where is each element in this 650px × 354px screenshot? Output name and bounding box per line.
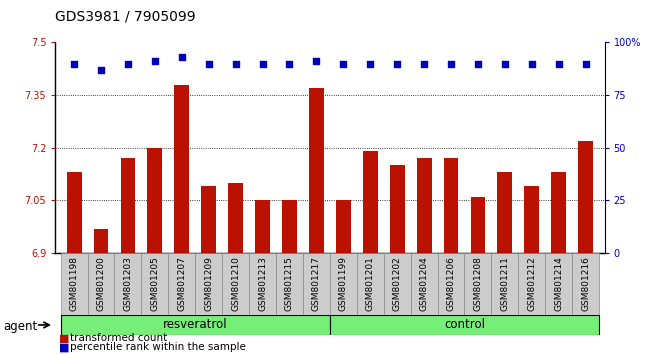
Text: GSM801217: GSM801217 — [312, 256, 321, 311]
FancyBboxPatch shape — [357, 253, 384, 319]
Text: GSM801198: GSM801198 — [70, 256, 79, 312]
Bar — [120, 158, 135, 253]
Bar — [255, 200, 270, 253]
Point — [365, 61, 376, 67]
Text: GSM801216: GSM801216 — [581, 256, 590, 311]
Text: ■: ■ — [58, 333, 69, 343]
Text: GSM801204: GSM801204 — [420, 256, 428, 311]
FancyBboxPatch shape — [384, 253, 411, 319]
Point — [419, 61, 429, 67]
Bar — [67, 172, 81, 253]
Text: GSM801215: GSM801215 — [285, 256, 294, 311]
Point — [123, 61, 133, 67]
Bar — [390, 165, 404, 253]
FancyBboxPatch shape — [491, 253, 518, 319]
Point — [392, 61, 402, 67]
Bar — [94, 229, 109, 253]
Point — [231, 61, 241, 67]
FancyBboxPatch shape — [195, 253, 222, 319]
Text: GSM801212: GSM801212 — [527, 256, 536, 311]
Bar — [202, 187, 216, 253]
FancyBboxPatch shape — [518, 253, 545, 319]
Text: GSM801213: GSM801213 — [258, 256, 267, 311]
FancyBboxPatch shape — [545, 253, 572, 319]
Bar — [578, 141, 593, 253]
Text: GSM801205: GSM801205 — [150, 256, 159, 311]
FancyBboxPatch shape — [572, 253, 599, 319]
Bar — [336, 200, 351, 253]
Point — [500, 61, 510, 67]
Text: ■: ■ — [58, 342, 69, 352]
Point — [284, 61, 294, 67]
Bar — [417, 158, 432, 253]
Text: GSM801201: GSM801201 — [366, 256, 375, 311]
Bar — [497, 172, 512, 253]
Point — [446, 61, 456, 67]
FancyBboxPatch shape — [249, 253, 276, 319]
Bar — [148, 148, 162, 253]
Text: control: control — [444, 318, 485, 331]
Point — [554, 61, 564, 67]
FancyBboxPatch shape — [276, 253, 303, 319]
FancyBboxPatch shape — [411, 253, 437, 319]
Bar — [309, 88, 324, 253]
Text: transformed count: transformed count — [70, 333, 168, 343]
Bar — [444, 158, 458, 253]
Point — [69, 61, 79, 67]
FancyBboxPatch shape — [465, 253, 491, 319]
Text: GDS3981 / 7905099: GDS3981 / 7905099 — [55, 9, 196, 23]
Text: GSM801211: GSM801211 — [500, 256, 510, 311]
Text: GSM801214: GSM801214 — [554, 256, 564, 311]
Point — [580, 61, 591, 67]
Text: agent: agent — [3, 320, 38, 333]
Bar — [363, 151, 378, 253]
Text: GSM801206: GSM801206 — [447, 256, 456, 311]
Bar — [525, 187, 540, 253]
Point — [203, 61, 214, 67]
FancyBboxPatch shape — [222, 253, 249, 319]
Point — [526, 61, 537, 67]
Text: GSM801200: GSM801200 — [96, 256, 105, 311]
Text: GSM801199: GSM801199 — [339, 256, 348, 312]
Text: GSM801208: GSM801208 — [473, 256, 482, 311]
FancyBboxPatch shape — [168, 253, 195, 319]
Text: GSM801203: GSM801203 — [124, 256, 133, 311]
Text: percentile rank within the sample: percentile rank within the sample — [70, 342, 246, 352]
Bar — [330, 315, 599, 335]
Bar — [282, 200, 297, 253]
Text: resveratrol: resveratrol — [163, 318, 228, 331]
FancyBboxPatch shape — [330, 253, 357, 319]
Text: GSM801209: GSM801209 — [204, 256, 213, 311]
Text: GSM801207: GSM801207 — [177, 256, 187, 311]
FancyBboxPatch shape — [437, 253, 465, 319]
Point — [257, 61, 268, 67]
Bar — [174, 85, 189, 253]
FancyBboxPatch shape — [114, 253, 142, 319]
FancyBboxPatch shape — [303, 253, 330, 319]
FancyBboxPatch shape — [60, 253, 88, 319]
Text: GSM801210: GSM801210 — [231, 256, 240, 311]
Bar — [228, 183, 243, 253]
Bar — [60, 315, 330, 335]
Point — [338, 61, 348, 67]
Point — [150, 59, 160, 64]
FancyBboxPatch shape — [142, 253, 168, 319]
Point — [311, 59, 322, 64]
Point — [96, 67, 106, 73]
Bar — [551, 172, 566, 253]
Point — [473, 61, 483, 67]
FancyBboxPatch shape — [88, 253, 114, 319]
Point — [177, 55, 187, 60]
Text: GSM801202: GSM801202 — [393, 256, 402, 311]
Bar — [471, 197, 486, 253]
